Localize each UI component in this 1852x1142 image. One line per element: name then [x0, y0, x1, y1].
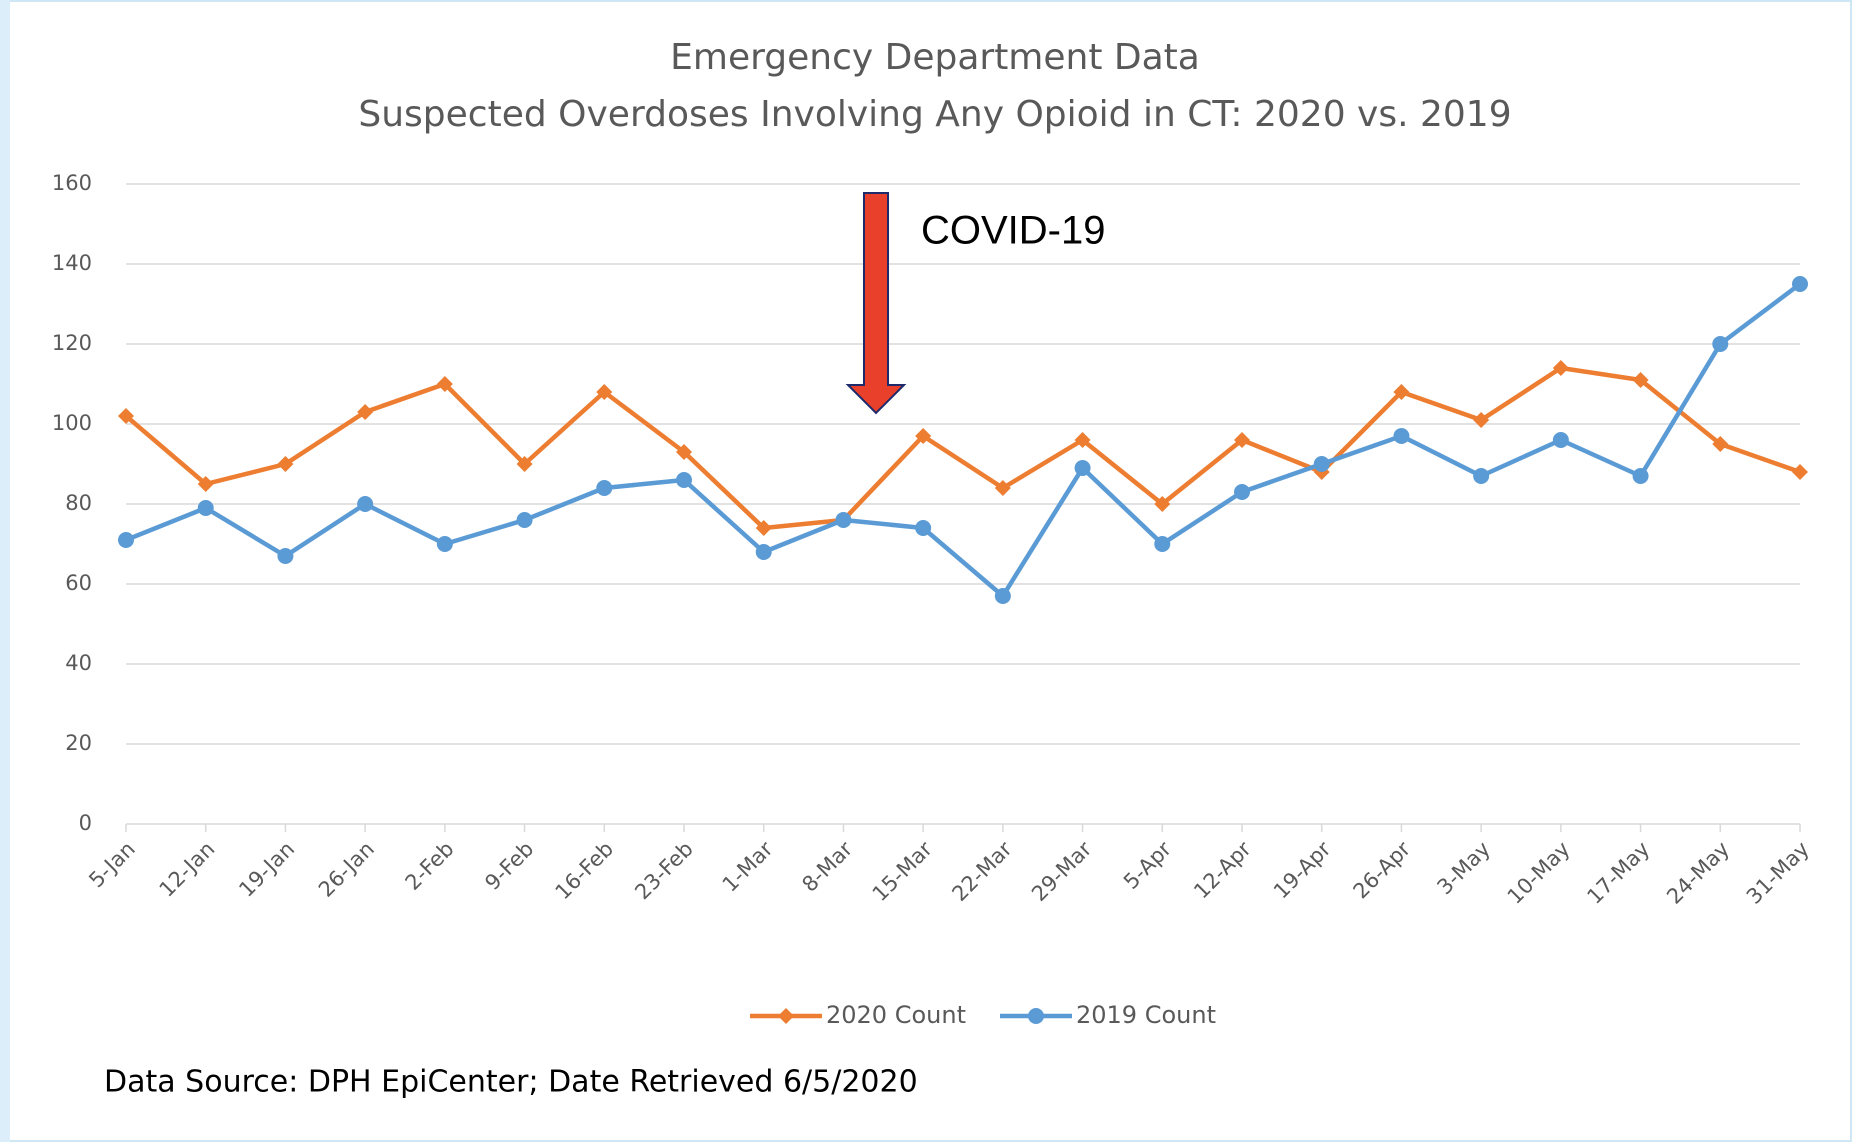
marker [755, 520, 772, 536]
y-tick-label: 160 [52, 171, 92, 195]
marker [835, 512, 852, 528]
marker [915, 520, 932, 536]
marker [755, 544, 772, 560]
chart-subtitle: Suspected Overdoses Involving Any Opioid… [358, 94, 1511, 135]
covid-arrow [845, 192, 907, 415]
marker [915, 428, 932, 444]
marker [277, 456, 294, 472]
source-note: Data Source: DPH EpiCenter; Date Retriev… [104, 1065, 918, 1100]
marker [118, 532, 134, 548]
marker [1552, 432, 1569, 448]
marker [277, 548, 294, 564]
marker [357, 404, 374, 420]
y-tick-label: 20 [65, 731, 92, 755]
y-tick-label: 40 [65, 651, 92, 675]
marker [1313, 456, 1330, 472]
legend-marker [1028, 1008, 1044, 1024]
y-tick-label: 100 [52, 411, 92, 435]
marker [1154, 496, 1171, 512]
marker [1632, 468, 1649, 484]
marker [118, 408, 134, 424]
marker [1712, 436, 1729, 452]
marker [516, 456, 533, 472]
y-tick-label: 80 [65, 491, 92, 515]
series-line [124, 365, 1801, 531]
marker [1473, 468, 1490, 484]
marker [676, 472, 692, 488]
marker [197, 476, 214, 492]
marker [1393, 384, 1410, 400]
marker [596, 480, 613, 496]
marker [1393, 428, 1410, 444]
marker [1632, 372, 1649, 388]
marker [1234, 432, 1250, 448]
left-edge [0, 0, 10, 1142]
marker [596, 384, 613, 400]
marker [436, 376, 453, 392]
marker [1792, 464, 1808, 480]
y-tick-label: 0 [79, 811, 92, 835]
marker [1234, 484, 1250, 500]
marker [516, 512, 533, 528]
y-tick-label: 120 [52, 331, 92, 355]
marker [197, 500, 214, 516]
marker [1154, 536, 1171, 552]
marker [357, 496, 374, 512]
annotation: COVID-19 [921, 209, 1106, 253]
marker [1712, 336, 1729, 352]
marker [1792, 276, 1808, 292]
legend-label: 2019 Count [1076, 1001, 1216, 1029]
marker [1074, 460, 1091, 476]
series-line [125, 282, 1802, 599]
marker [436, 536, 453, 552]
y-tick-label: 60 [65, 571, 92, 595]
y-tick-label: 140 [52, 251, 92, 275]
chart-title: Emergency Department Data [670, 37, 1200, 78]
marker [1074, 432, 1091, 448]
marker [676, 444, 692, 460]
marker [1552, 360, 1569, 376]
marker [994, 480, 1011, 496]
legend-label: 2020 Count [826, 1001, 966, 1029]
legend-marker [778, 1008, 794, 1024]
marker [1473, 412, 1490, 428]
marker [994, 588, 1011, 604]
